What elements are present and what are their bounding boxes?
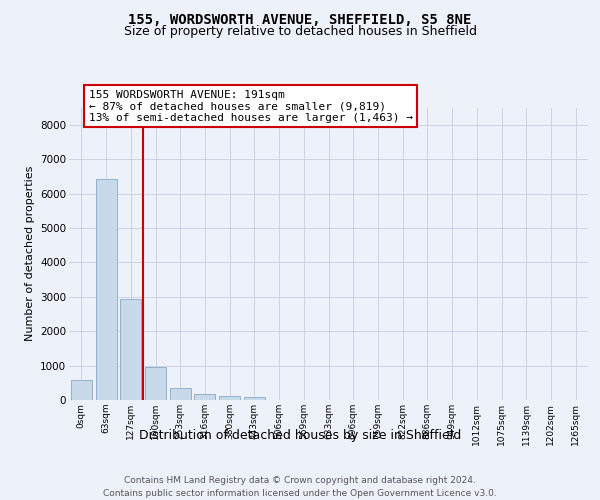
Bar bbox=[170, 388, 191, 400]
Bar bbox=[219, 396, 240, 400]
Bar bbox=[194, 394, 215, 400]
Bar bbox=[71, 380, 92, 400]
Bar bbox=[244, 397, 265, 400]
Bar bbox=[120, 299, 141, 400]
Text: 155 WORDSWORTH AVENUE: 191sqm
← 87% of detached houses are smaller (9,819)
13% o: 155 WORDSWORTH AVENUE: 191sqm ← 87% of d… bbox=[89, 90, 413, 123]
Bar bbox=[95, 179, 116, 400]
Bar bbox=[145, 366, 166, 400]
Text: Size of property relative to detached houses in Sheffield: Size of property relative to detached ho… bbox=[124, 25, 476, 38]
Text: Distribution of detached houses by size in Sheffield: Distribution of detached houses by size … bbox=[139, 430, 461, 442]
Text: 155, WORDSWORTH AVENUE, SHEFFIELD, S5 8NE: 155, WORDSWORTH AVENUE, SHEFFIELD, S5 8N… bbox=[128, 12, 472, 26]
Text: Contains HM Land Registry data © Crown copyright and database right 2024.
Contai: Contains HM Land Registry data © Crown c… bbox=[103, 476, 497, 498]
Y-axis label: Number of detached properties: Number of detached properties bbox=[25, 166, 35, 342]
